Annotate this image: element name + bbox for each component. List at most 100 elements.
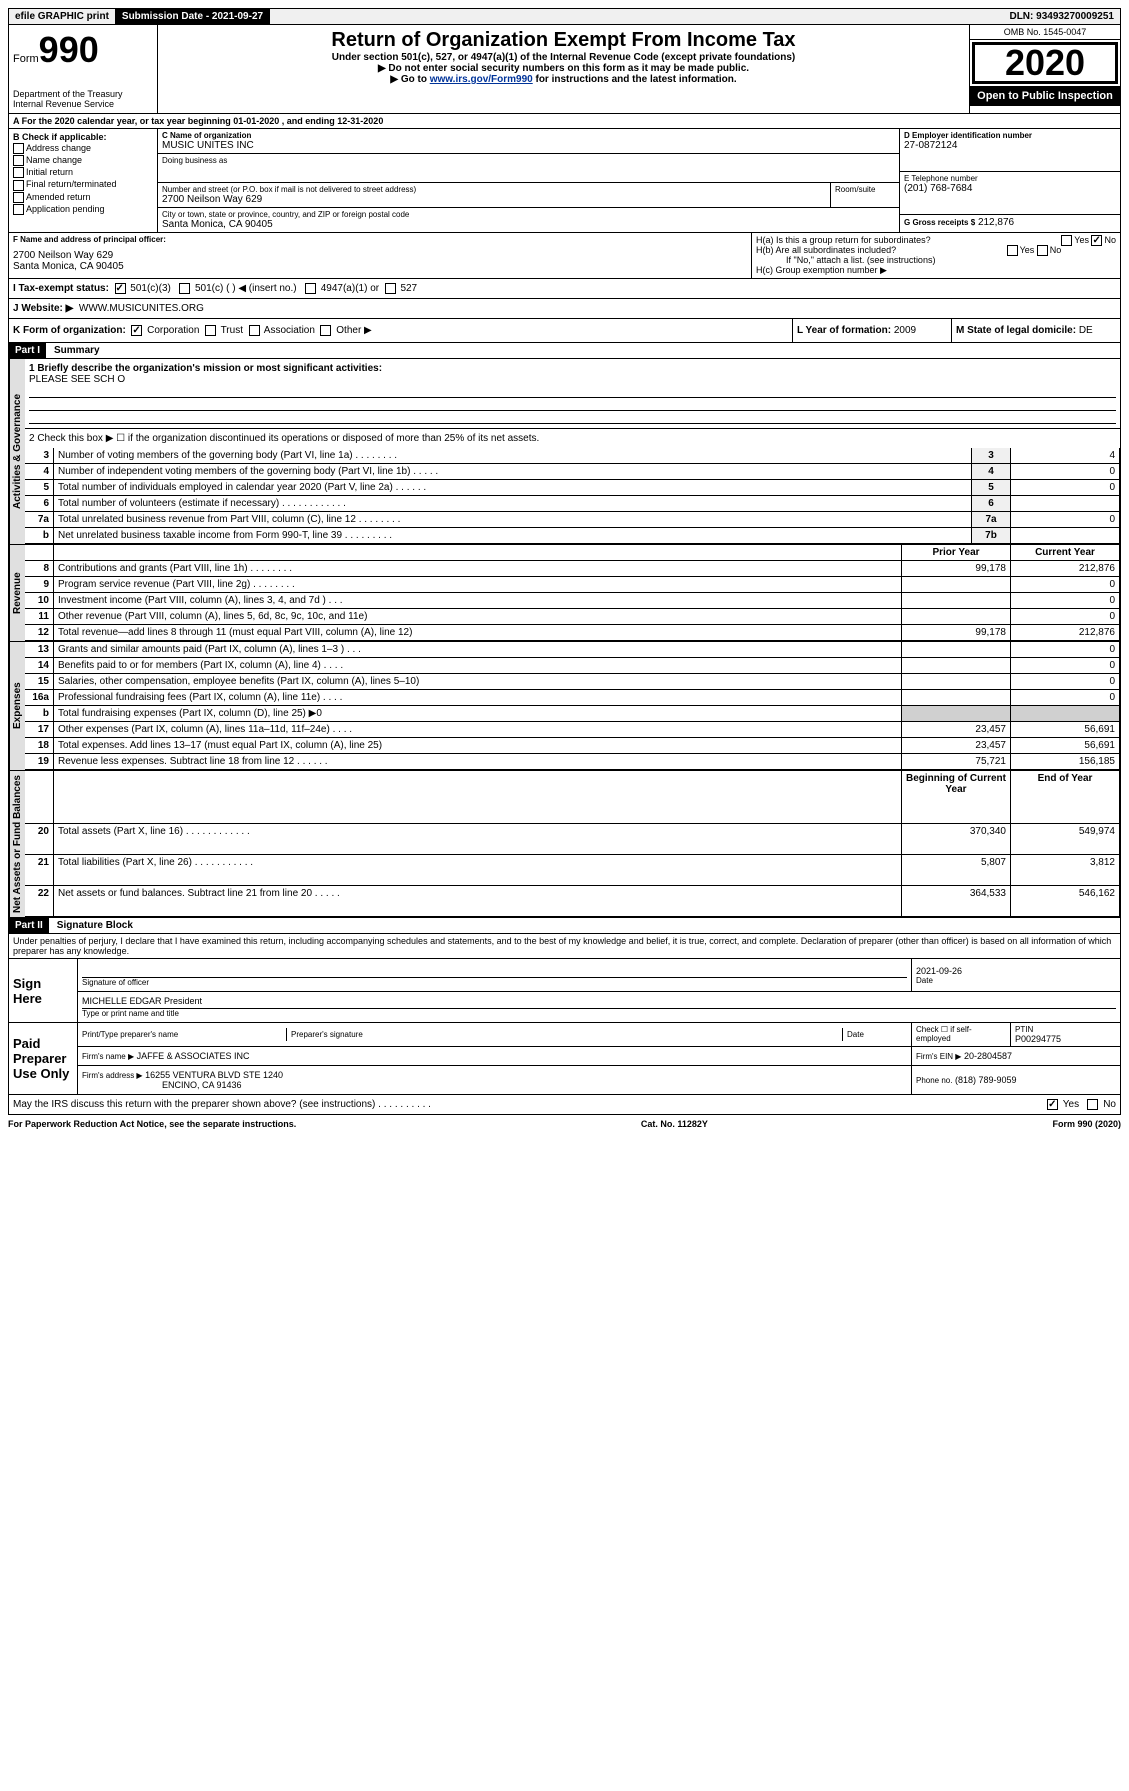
table-row: 6Total number of volunteers (estimate if… bbox=[25, 496, 1120, 512]
line2: 2 Check this box ▶ ☐ if the organization… bbox=[25, 429, 1120, 448]
table-row: bTotal fundraising expenses (Part IX, co… bbox=[25, 706, 1120, 722]
cb-app-pending[interactable]: Application pending bbox=[13, 204, 153, 215]
tax-year: 2020 bbox=[972, 42, 1118, 84]
officer-group-block: F Name and address of principal officer:… bbox=[8, 233, 1121, 279]
dln: DLN: 93493270009251 bbox=[1003, 9, 1120, 24]
table-row: 10Investment income (Part VIII, column (… bbox=[25, 593, 1120, 609]
vtab-expenses: Expenses bbox=[9, 642, 25, 770]
efile-label[interactable]: efile GRAPHIC print bbox=[9, 9, 116, 24]
table-row: 15Salaries, other compensation, employee… bbox=[25, 674, 1120, 690]
cb-4947[interactable]: 4947(a)(1) or bbox=[305, 283, 379, 294]
h-a: H(a) Is this a group return for subordin… bbox=[756, 235, 1116, 245]
cb-final-return[interactable]: Final return/terminated bbox=[13, 179, 153, 190]
form-title: Return of Organization Exempt From Incom… bbox=[162, 29, 965, 52]
table-row: 20Total assets (Part X, line 16) . . . .… bbox=[25, 823, 1120, 854]
klm-row: K Form of organization: Corporation Trus… bbox=[8, 319, 1121, 343]
table-row: 14Benefits paid to or for members (Part … bbox=[25, 658, 1120, 674]
table-row: 5Total number of individuals employed in… bbox=[25, 480, 1120, 496]
cb-initial-return[interactable]: Initial return bbox=[13, 167, 153, 178]
note-link: ▶ Go to www.irs.gov/Form990 for instruct… bbox=[162, 74, 965, 85]
org-name: MUSIC UNITES INC bbox=[162, 140, 895, 151]
table-row: 13Grants and similar amounts paid (Part … bbox=[25, 642, 1120, 658]
governance-table: 3Number of voting members of the governi… bbox=[25, 448, 1120, 544]
officer-name: MICHELLE EDGAR President bbox=[82, 996, 1116, 1009]
table-row: 11Other revenue (Part VIII, column (A), … bbox=[25, 609, 1120, 625]
cb-name-change[interactable]: Name change bbox=[13, 155, 153, 166]
line-a: A For the 2020 calendar year, or tax yea… bbox=[8, 114, 1121, 129]
h-b: H(b) Are all subordinates included? Yes … bbox=[756, 245, 1116, 255]
officer-addr1: 2700 Neilson Way 629 bbox=[13, 250, 747, 261]
table-row: 21Total liabilities (Part X, line 26) . … bbox=[25, 854, 1120, 885]
form-number: Form990 bbox=[13, 29, 153, 71]
ptin: P00294775 bbox=[1015, 1034, 1061, 1044]
cb-501c3[interactable]: 501(c)(3) bbox=[115, 283, 171, 294]
net-table: Beginning of Current YearEnd of Year 20T… bbox=[25, 771, 1120, 917]
table-row: 22Net assets or fund balances. Subtract … bbox=[25, 886, 1120, 917]
cb-discuss-yes[interactable]: Yes bbox=[1047, 1099, 1079, 1110]
vtab-revenue: Revenue bbox=[9, 545, 25, 641]
part2-title: Signature Block bbox=[49, 920, 133, 931]
paid-preparer: Paid Preparer Use Only bbox=[9, 1023, 78, 1095]
perjury-text: Under penalties of perjury, I declare th… bbox=[8, 934, 1121, 959]
top-bar: efile GRAPHIC print Submission Date - 20… bbox=[8, 8, 1121, 25]
cb-corp[interactable]: Corporation bbox=[131, 325, 199, 336]
cb-address-change[interactable]: Address change bbox=[13, 143, 153, 154]
entity-block: B Check if applicable: Address change Na… bbox=[8, 129, 1121, 233]
vtab-governance: Activities & Governance bbox=[9, 359, 25, 544]
cb-other[interactable]: Other ▶ bbox=[320, 325, 371, 336]
gross-receipts: 212,876 bbox=[978, 217, 1014, 228]
cb-assoc[interactable]: Association bbox=[249, 325, 315, 336]
vtab-net: Net Assets or Fund Balances bbox=[9, 771, 25, 917]
ein: 27-0872124 bbox=[904, 140, 1116, 151]
sig-date: 2021-09-26 bbox=[916, 966, 1116, 976]
table-row: 7aTotal unrelated business revenue from … bbox=[25, 512, 1120, 528]
omb-number: OMB No. 1545-0047 bbox=[970, 25, 1120, 40]
dept-label: Department of the Treasury bbox=[13, 89, 153, 99]
firm-name: JAFFE & ASSOCIATES INC bbox=[137, 1051, 250, 1061]
table-row: 8Contributions and grants (Part VIII, li… bbox=[25, 561, 1120, 577]
table-row: 4Number of independent voting members of… bbox=[25, 464, 1120, 480]
open-inspection: Open to Public Inspection bbox=[970, 86, 1120, 106]
officer-addr2: Santa Monica, CA 90405 bbox=[13, 261, 747, 272]
firm-addr1: 16255 VENTURA BLVD STE 1240 bbox=[145, 1070, 283, 1080]
year-formation: 2009 bbox=[894, 325, 916, 336]
table-row: 3Number of voting members of the governi… bbox=[25, 448, 1120, 464]
submission-date: Submission Date - 2021-09-27 bbox=[116, 9, 270, 24]
firm-phone: (818) 789-9059 bbox=[955, 1075, 1017, 1085]
org-street: 2700 Neilson Way 629 bbox=[162, 194, 826, 205]
cb-trust[interactable]: Trust bbox=[205, 325, 243, 336]
line1-label: 1 Briefly describe the organization's mi… bbox=[29, 363, 1116, 374]
cb-amended[interactable]: Amended return bbox=[13, 192, 153, 203]
cb-501c[interactable]: 501(c) ( ) ◀ (insert no.) bbox=[179, 283, 296, 294]
irs-label: Internal Revenue Service bbox=[13, 99, 153, 109]
cb-discuss-no[interactable]: No bbox=[1087, 1099, 1116, 1110]
part1-header: Part I bbox=[9, 343, 46, 358]
signature-table: Sign Here Signature of officer 2021-09-2… bbox=[8, 959, 1121, 1095]
cb-527[interactable]: 527 bbox=[385, 283, 417, 294]
form-subtitle: Under section 501(c), 527, or 4947(a)(1)… bbox=[162, 52, 965, 63]
discuss-row: May the IRS discuss this return with the… bbox=[8, 1095, 1121, 1115]
h-c: H(c) Group exemption number ▶ bbox=[756, 265, 1116, 276]
telephone: (201) 768-7684 bbox=[904, 183, 1116, 194]
table-row: bNet unrelated business taxable income f… bbox=[25, 528, 1120, 544]
table-row: 18Total expenses. Add lines 13–17 (must … bbox=[25, 738, 1120, 754]
part1-title: Summary bbox=[46, 345, 100, 356]
table-row: 17Other expenses (Part IX, column (A), l… bbox=[25, 722, 1120, 738]
page-footer: For Paperwork Reduction Act Notice, see … bbox=[8, 1119, 1121, 1129]
box-j: J Website: ▶ WWW.MUSICUNITES.ORG bbox=[8, 299, 1121, 319]
note-ssn: ▶ Do not enter social security numbers o… bbox=[162, 63, 965, 74]
expense-table: 13Grants and similar amounts paid (Part … bbox=[25, 642, 1120, 770]
table-row: 16aProfessional fundraising fees (Part I… bbox=[25, 690, 1120, 706]
state-domicile: DE bbox=[1079, 325, 1093, 336]
table-row: 12Total revenue—add lines 8 through 11 (… bbox=[25, 625, 1120, 641]
org-city: Santa Monica, CA 90405 bbox=[162, 219, 895, 230]
irs-link[interactable]: www.irs.gov/Form990 bbox=[430, 74, 533, 85]
table-row: 19Revenue less expenses. Subtract line 1… bbox=[25, 754, 1120, 770]
box-b: B Check if applicable: Address change Na… bbox=[9, 129, 158, 232]
table-row: 9Program service revenue (Part VIII, lin… bbox=[25, 577, 1120, 593]
firm-addr2: ENCINO, CA 91436 bbox=[162, 1080, 242, 1090]
form-header: Form990 Department of the Treasury Inter… bbox=[8, 25, 1121, 114]
part2-header: Part II bbox=[9, 918, 49, 933]
website: WWW.MUSICUNITES.ORG bbox=[79, 303, 204, 314]
firm-ein: 20-2804587 bbox=[964, 1051, 1012, 1061]
